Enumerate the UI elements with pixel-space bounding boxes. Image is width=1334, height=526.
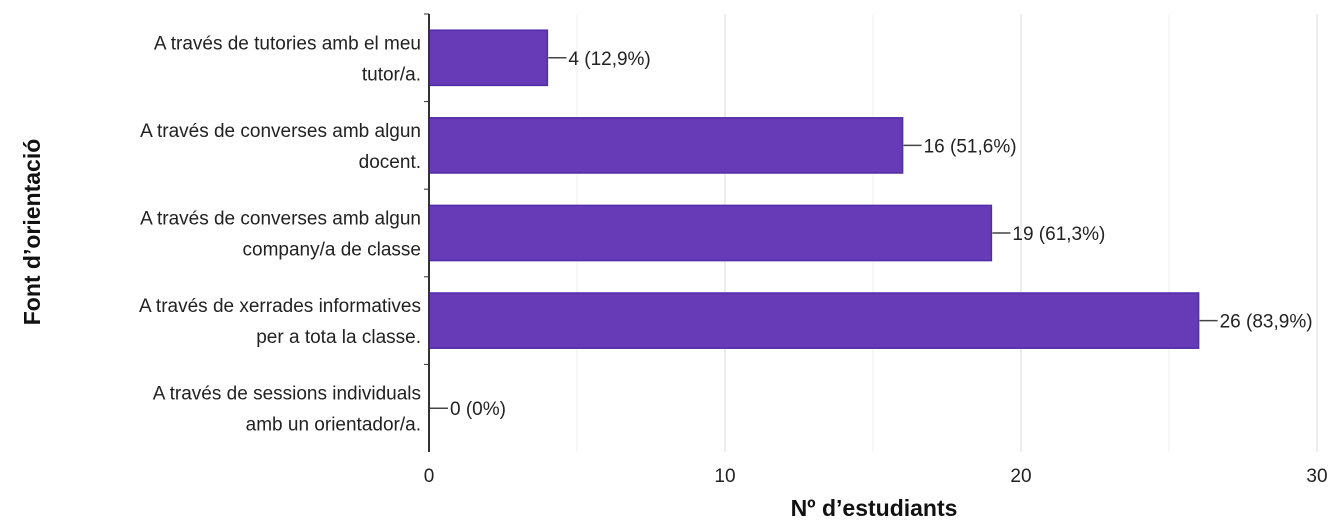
bar bbox=[428, 29, 549, 87]
data-label: 0 (0%) bbox=[450, 399, 506, 420]
category-label-line: company/a de classe bbox=[243, 240, 422, 261]
category-label-line: A través de sessions individuals bbox=[153, 384, 421, 405]
category-label-line: per a tota la classe. bbox=[256, 327, 421, 348]
category-label-line: docent. bbox=[359, 152, 421, 173]
data-label: 16 (51,6%) bbox=[924, 136, 1017, 157]
x-tick-label: 0 bbox=[424, 466, 435, 487]
bar bbox=[428, 117, 904, 174]
data-label: 19 (61,3%) bbox=[1012, 224, 1105, 245]
bar bbox=[428, 292, 1200, 349]
x-tick-label: 10 bbox=[714, 466, 735, 487]
x-tick-label: 30 bbox=[1306, 466, 1327, 487]
data-label: 4 (12,9%) bbox=[568, 49, 650, 70]
category-label-line: tutor/a. bbox=[362, 64, 421, 85]
category-label: A través de converses amb algun docent. bbox=[140, 121, 421, 173]
category-label: A través de sessions individuals amb un o… bbox=[153, 384, 421, 436]
category-label-line: A través de converses amb algun bbox=[140, 209, 421, 230]
labels-layer: 0 10 20 30 4 (12,9%) A través de tutories amb… bbox=[139, 33, 1328, 487]
category-label-line: A través de xerrades informatives bbox=[139, 296, 421, 317]
category-label: A través de xerrades informatives per a t… bbox=[139, 296, 421, 348]
x-tick-label: 20 bbox=[1010, 466, 1031, 487]
x-axis-title: Nº d’estudiants bbox=[791, 495, 958, 521]
bars-layer bbox=[428, 29, 1200, 349]
category-label: A través de converses amb algun company/a… bbox=[140, 209, 421, 261]
bar bbox=[428, 204, 993, 262]
category-label: A través de tutories amb el meu tutor/a. bbox=[154, 33, 421, 85]
y-axis-title: Font d’orientació bbox=[19, 139, 45, 326]
category-label-line: A través de converses amb algun bbox=[140, 121, 421, 142]
category-label-line: A través de tutories amb el meu bbox=[154, 33, 421, 54]
category-label-line: amb un orientador/a. bbox=[246, 415, 421, 436]
data-label: 26 (83,9%) bbox=[1220, 312, 1313, 333]
